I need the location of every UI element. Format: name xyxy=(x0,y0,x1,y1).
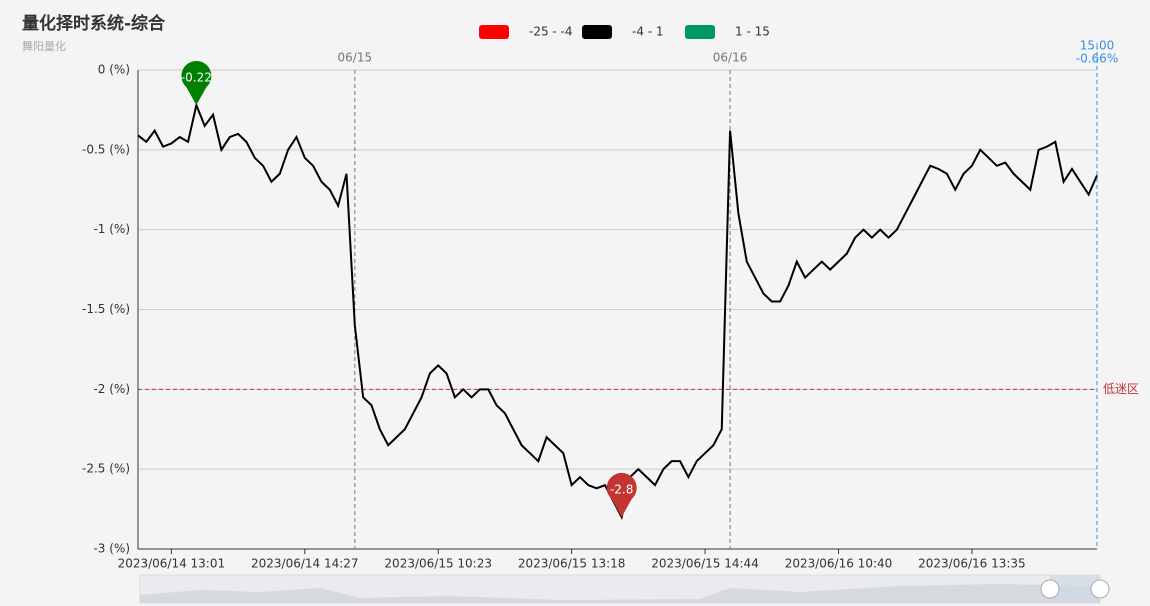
mark-pin xyxy=(606,472,637,518)
mark-pin xyxy=(181,60,212,106)
y-tick-label: -2.5 (%) xyxy=(82,462,130,476)
day-label: 06/16 xyxy=(713,51,748,65)
legend-label: -25 - -4 xyxy=(529,25,573,39)
x-tick-label: 2023/06/16 10:40 xyxy=(785,557,893,571)
end-value-label: -0.66% xyxy=(1076,52,1118,66)
x-tick-label: 2023/06/15 14:44 xyxy=(651,557,759,571)
legend-swatch[interactable] xyxy=(479,25,509,39)
zoom-handle[interactable] xyxy=(1040,579,1060,599)
mark-point: -0.22 xyxy=(181,60,212,106)
x-tick-label: 2023/06/14 13:01 xyxy=(118,557,226,571)
legend-swatch[interactable] xyxy=(685,25,715,39)
low-line-label: 低迷区 xyxy=(1103,382,1139,396)
data-zoom[interactable] xyxy=(139,574,1110,604)
mark-point: -2.8 xyxy=(606,472,637,518)
x-tick-label: 2023/06/14 14:27 xyxy=(251,557,359,571)
mark-point-label: -2.8 xyxy=(610,483,633,497)
chart-title: 量化择时系统-综合 xyxy=(22,13,166,34)
y-tick-label: -2 (%) xyxy=(93,382,130,396)
zoom-handle[interactable] xyxy=(1090,579,1110,599)
y-tick-label: -1.5 (%) xyxy=(82,302,130,316)
legend-label: -4 - 1 xyxy=(632,25,664,39)
x-tick-label: 2023/06/15 13:18 xyxy=(518,557,626,571)
zoom-preview xyxy=(140,584,1100,603)
x-tick-label: 2023/06/15 10:23 xyxy=(384,557,492,571)
chart-subtitle: 舞阳量化 xyxy=(22,39,66,53)
end-time-label: 15:00 xyxy=(1080,39,1115,53)
legend-swatch[interactable] xyxy=(582,25,612,39)
y-tick-label: -1 (%) xyxy=(93,222,130,236)
y-tick-label: -0.5 (%) xyxy=(82,142,130,156)
x-tick-label: 2023/06/16 13:35 xyxy=(918,557,1026,571)
mark-point-label: -0.22 xyxy=(181,71,212,85)
day-label: 06/15 xyxy=(338,51,373,65)
y-tick-label: -3 (%) xyxy=(93,542,130,556)
y-tick-label: 0 (%) xyxy=(98,63,130,77)
legend-label: 1 - 15 xyxy=(735,25,770,39)
